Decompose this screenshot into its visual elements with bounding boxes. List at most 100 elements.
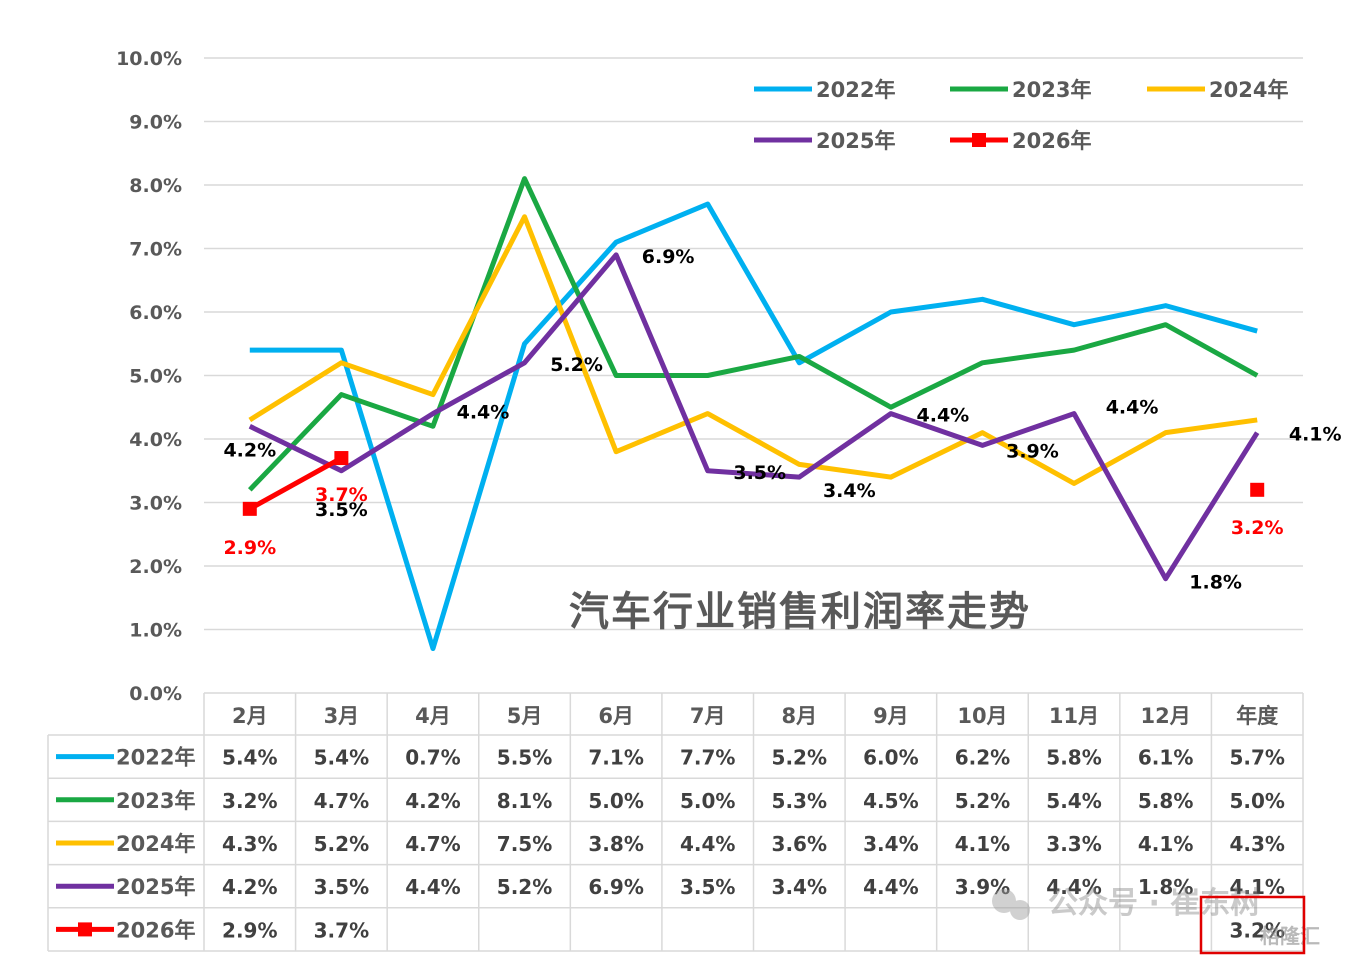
table-cell: 3.2% xyxy=(222,789,277,813)
data-label: 4.1% xyxy=(1289,424,1342,446)
table-series-name: 2024年 xyxy=(116,832,195,856)
y-tick-label: 7.0% xyxy=(129,239,182,261)
table-cell: 4.4% xyxy=(405,875,460,899)
table-header-cell: 9月 xyxy=(873,704,909,728)
data-label: 6.9% xyxy=(642,246,695,268)
table-cell: 5.2% xyxy=(314,832,369,856)
table-cell: 3.4% xyxy=(863,832,918,856)
data-labels: 4.2% 3.5% 4.4% 5.2% 6.9% 3.5% 3.4% 4.4% 3.9% 4.4%… xyxy=(223,246,1341,594)
table-cell: 3.6% xyxy=(772,832,827,856)
data-label: 3.2% xyxy=(1231,517,1284,539)
watermark-source: 格隆汇 xyxy=(1260,924,1320,948)
table-cell: 4.1% xyxy=(1138,832,1193,856)
table-header-cell: 3月 xyxy=(324,704,360,728)
series-line-2 xyxy=(248,214,1258,486)
table-cell: 4.5% xyxy=(863,789,918,813)
table-cell: 5.0% xyxy=(1229,789,1284,813)
table-cell: 4.1% xyxy=(955,832,1010,856)
table-cell: 3.3% xyxy=(1046,832,1101,856)
table-series-name: 2025年 xyxy=(116,875,195,899)
legend-entry: 2024年 xyxy=(1209,78,1288,102)
table-cell: 4.4% xyxy=(1046,875,1101,899)
y-tick-label: 5.0% xyxy=(129,366,182,388)
legend: 2022年 2023年 2024年 2025年 2026年 xyxy=(754,78,1288,153)
series-line-1 xyxy=(247,176,1259,492)
series-marker xyxy=(242,501,257,516)
legend-entry: 2025年 xyxy=(816,129,895,153)
table-cell: 5.4% xyxy=(314,746,369,770)
y-axis-ticks: 0.0% 1.0% 2.0% 3.0% 4.0% 5.0% 6.0% 7.0% 8.0% 9.0%… xyxy=(116,48,182,705)
data-label: 4.4% xyxy=(457,402,510,424)
data-label: 3.5% xyxy=(733,462,786,484)
table-cell: 5.4% xyxy=(1046,789,1101,813)
table-series-name: 2023年 xyxy=(116,789,195,813)
table-header-cell: 4月 xyxy=(415,704,451,728)
table-header-cell: 7月 xyxy=(690,704,726,728)
table-cell: 7.5% xyxy=(497,832,552,856)
y-tick-label: 1.0% xyxy=(129,620,182,642)
series-lines xyxy=(242,176,1265,652)
y-tick-label: 9.0% xyxy=(129,112,182,134)
table-cell: 5.3% xyxy=(772,789,827,813)
table-cell: 6.9% xyxy=(588,875,643,899)
wechat-icon xyxy=(992,889,1030,920)
data-label: 3.9% xyxy=(1006,440,1059,462)
chart-title: 汽车行业销售利润率走势 xyxy=(569,589,1031,635)
table-cell: 4.4% xyxy=(863,875,918,899)
table-cell: 3.5% xyxy=(314,875,369,899)
y-tick-label: 2.0% xyxy=(129,556,182,578)
table-header-cell: 5月 xyxy=(507,704,543,728)
table-cell: 5.0% xyxy=(680,789,735,813)
series-marker xyxy=(334,451,349,466)
table-header-cell: 11月 xyxy=(1049,704,1099,728)
series-line-0 xyxy=(249,201,1258,652)
y-tick-label: 6.0% xyxy=(129,302,182,324)
annual-highlight-box xyxy=(1199,895,1306,955)
table-cell: 6.2% xyxy=(955,746,1010,770)
gridlines xyxy=(204,57,1303,631)
y-tick-label: 3.0% xyxy=(129,493,182,515)
data-label: 3.5% xyxy=(315,499,368,521)
table-cell: 6.0% xyxy=(863,746,918,770)
table-cell: 7.7% xyxy=(680,746,735,770)
legend-entry: 2026年 xyxy=(1012,129,1091,153)
table-header-cell: 年度 xyxy=(1236,704,1278,728)
data-label: 1.8% xyxy=(1189,572,1242,594)
table-cell: 3.5% xyxy=(680,875,735,899)
table-cell: 5.8% xyxy=(1046,746,1101,770)
series-marker xyxy=(1250,482,1265,497)
table-header-cell: 6月 xyxy=(598,704,634,728)
table-cell: 3.7% xyxy=(314,918,369,942)
table-cell: 3.9% xyxy=(955,875,1010,899)
table-header-cell: 8月 xyxy=(781,704,817,728)
table-cell: 5.2% xyxy=(772,746,827,770)
table-cell: 4.2% xyxy=(405,789,460,813)
legend-marker xyxy=(972,133,986,147)
table-cell: 5.0% xyxy=(588,789,643,813)
legend-entry: 2022年 xyxy=(816,78,895,102)
data-label: 4.4% xyxy=(1106,397,1159,419)
data-label: 3.7% xyxy=(315,484,368,506)
table-cell: 5.2% xyxy=(955,789,1010,813)
table-cell: 1.8% xyxy=(1138,875,1193,899)
table-header-cell: 12月 xyxy=(1141,704,1191,728)
data-label: 4.2% xyxy=(223,439,276,461)
table-header-cell: 2月 xyxy=(232,704,268,728)
table-cell: 0.7% xyxy=(405,746,460,770)
table-cell: 5.7% xyxy=(1229,746,1284,770)
table-cell: 7.1% xyxy=(588,746,643,770)
table-cell: 4.7% xyxy=(405,832,460,856)
table-cell: 5.4% xyxy=(222,746,277,770)
table-cell: 4.4% xyxy=(680,832,735,856)
table-header-cell: 10月 xyxy=(957,704,1007,728)
data-label: 2.9% xyxy=(223,537,276,559)
table-cell: 5.2% xyxy=(497,875,552,899)
data-label: 5.2% xyxy=(550,354,603,376)
table-cell: 4.2% xyxy=(222,875,277,899)
watermark-text: 公众号 · 崔东树 xyxy=(1048,886,1260,921)
y-tick-label: 8.0% xyxy=(129,175,182,197)
table-cell: 4.1% xyxy=(1229,875,1284,899)
data-label: 3.4% xyxy=(823,480,876,502)
